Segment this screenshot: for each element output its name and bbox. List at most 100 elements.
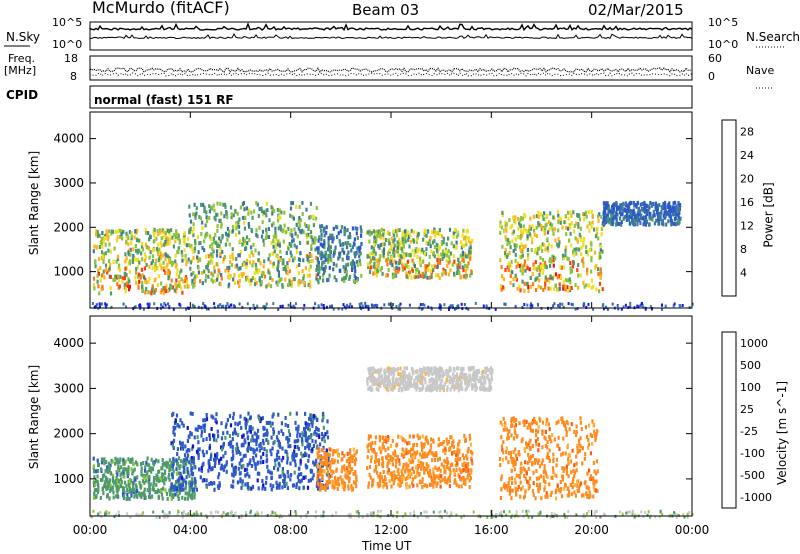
velocity-echo-cell	[130, 467, 133, 472]
power-echo-cell	[179, 270, 182, 275]
power-echo-cell	[141, 284, 144, 289]
velocity-echo-cell	[369, 459, 373, 464]
velocity-echo-cell	[239, 414, 242, 419]
power-noise-cell	[642, 305, 645, 309]
power-echo-cell	[224, 202, 227, 207]
velocity-echo-cell	[381, 446, 384, 451]
power-echo-cell	[211, 279, 215, 284]
velocity-echo-cell	[529, 426, 532, 431]
power-echo-cell	[135, 238, 139, 243]
power-echo-cell	[388, 232, 391, 236]
velocity-echo-cell	[436, 467, 439, 472]
power-echo-cell	[675, 221, 678, 226]
velocity-echo-cell	[567, 493, 570, 498]
power-echo-cell	[597, 218, 600, 223]
velocity-echo-cell	[315, 483, 318, 488]
power-echo-cell	[554, 272, 558, 277]
velocity-echo-cell	[398, 458, 401, 463]
power-noise-cell	[408, 303, 411, 307]
power-echo-cell	[664, 214, 667, 219]
power-echo-cell	[437, 253, 440, 258]
velocity-echo-cell	[131, 471, 134, 476]
power-echo-cell	[549, 274, 552, 279]
velocity-echo-cell	[349, 464, 352, 469]
power-echo-cell	[274, 242, 277, 247]
power-echo-cell	[632, 201, 635, 205]
power-echo-cell	[594, 234, 598, 239]
cpid-strip-frame	[89, 85, 693, 109]
power-noise-cell	[388, 302, 391, 306]
power-echo-cell	[660, 210, 663, 215]
velocity-echo-cell	[243, 467, 247, 472]
velocity-echo-cell	[318, 465, 321, 470]
velocity-echo-cell	[396, 442, 399, 447]
velocity-echo-cell	[343, 453, 346, 458]
velocity-echo-cell	[181, 487, 184, 492]
velocity-echo-cell	[231, 472, 234, 477]
velocity-echo-cell	[165, 460, 168, 465]
power-echo-cell	[580, 252, 583, 257]
power-echo-cell	[599, 267, 602, 272]
power-echo-cell	[98, 233, 101, 238]
power-echo-cell	[231, 229, 234, 234]
power-echo-cell	[157, 242, 160, 247]
velocity-echo-cell	[241, 483, 244, 487]
power-echo-cell	[289, 206, 293, 211]
power-echo-cell	[393, 243, 396, 248]
velocity-echo-cell	[309, 417, 313, 422]
power-echo-cell	[369, 260, 372, 265]
velocity-echo-cell	[243, 438, 246, 443]
velocity-echo-cell	[240, 485, 243, 490]
power-echo-cell	[220, 273, 223, 277]
power-echo-cell	[597, 272, 600, 277]
velocity-echo-cell	[560, 494, 564, 499]
velocity-echo-cell	[596, 488, 599, 493]
power-echo-cell	[354, 226, 357, 231]
power-echo-cell	[374, 269, 377, 274]
power-echo-cell	[572, 252, 575, 257]
power-echo-cell	[367, 265, 370, 269]
velocity-echo-cell	[216, 452, 219, 457]
power-echo-cell	[636, 200, 639, 205]
velocity-echo-cell	[345, 459, 349, 464]
power-echo-cell	[323, 260, 326, 265]
power-echo-cell	[532, 228, 535, 233]
velocity-echo-cell	[239, 471, 242, 476]
power-echo-cell	[569, 231, 572, 236]
velocity-echo-cell	[143, 492, 146, 497]
velocity-echo-cell	[195, 487, 198, 492]
power-echo-cell	[102, 251, 105, 256]
power-echo-cell	[368, 239, 371, 244]
power-echo-cell	[605, 220, 608, 225]
velocity-echo-cell	[444, 447, 447, 452]
power-ytick-label: 4000	[53, 132, 84, 146]
velocity-echo-cell	[179, 464, 182, 469]
velocity-echo-cell	[216, 429, 219, 434]
velocity-echo-cell	[320, 432, 324, 436]
velocity-echo-cell	[386, 485, 389, 490]
velocity-echo-cell	[386, 435, 389, 439]
power-echo-cell	[92, 249, 95, 254]
velocity-echo-cell	[240, 443, 243, 448]
power-echo-cell	[127, 277, 130, 282]
velocity-echo-cell	[548, 448, 551, 453]
velocity-echo-cell	[172, 495, 175, 499]
power-echo-cell	[238, 230, 241, 235]
velocity-echo-cell	[351, 455, 354, 460]
velocity-echo-cell	[148, 484, 151, 489]
power-echo-cell	[137, 285, 140, 290]
velocity-echo-cell	[218, 472, 221, 477]
velocity-echo-cell	[99, 496, 102, 500]
power-echo-cell	[105, 229, 108, 234]
velocity-echo-cell	[129, 488, 132, 492]
velocity-echo-cell	[594, 438, 597, 443]
velocity-echo-cell	[324, 432, 327, 437]
power-echo-cell	[107, 229, 110, 234]
power-echo-cell	[272, 234, 275, 239]
power-echo-cell	[116, 274, 119, 279]
power-echo-cell	[663, 211, 666, 216]
velocity-echo-cell	[108, 496, 111, 501]
power-echo-cell	[170, 228, 173, 233]
velocity-echo-cell	[416, 450, 419, 455]
velocity-echo-cell	[312, 416, 315, 421]
